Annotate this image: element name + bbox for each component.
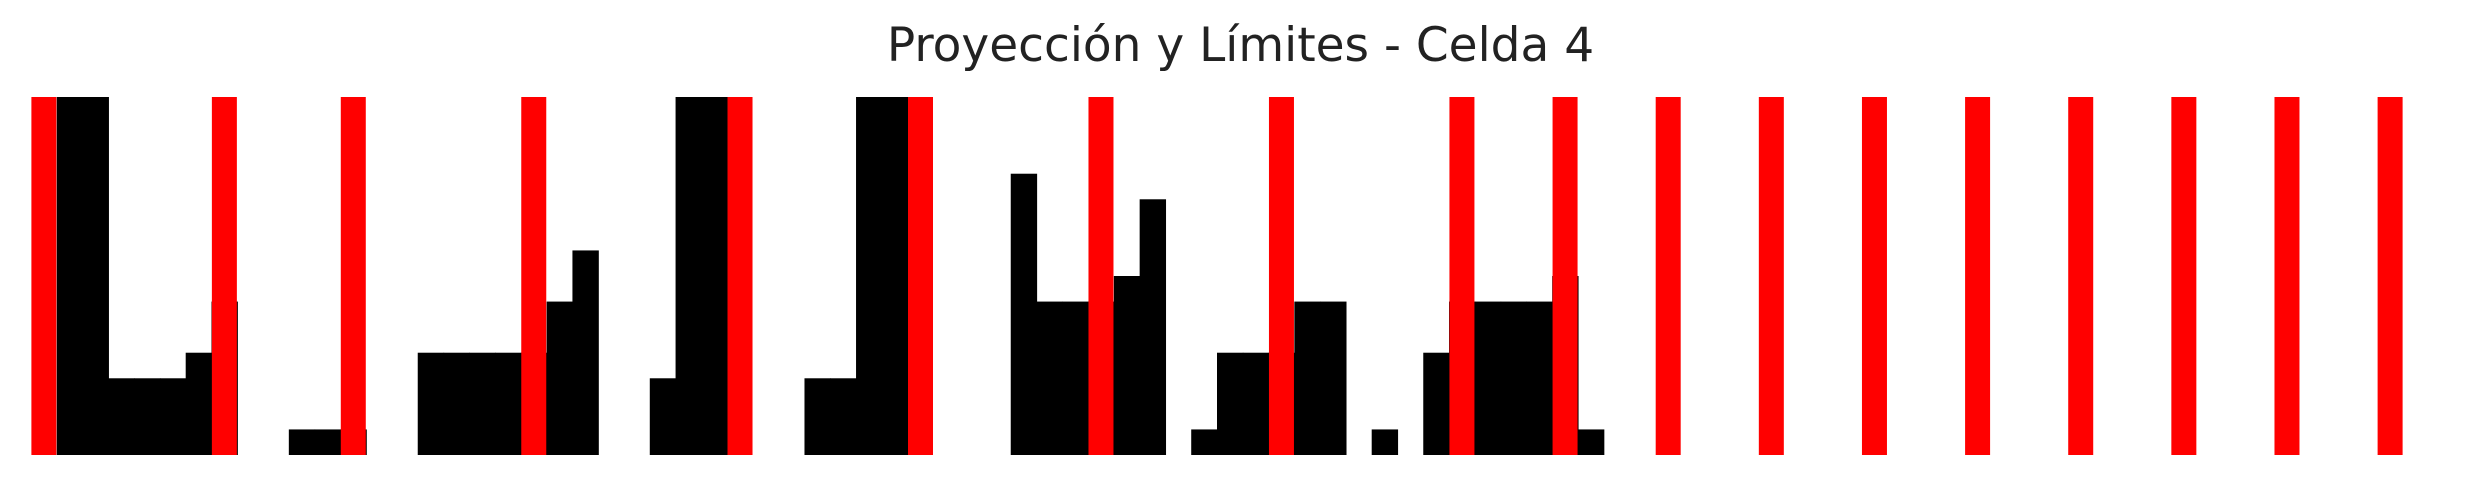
projection-bar bbox=[82, 97, 109, 455]
projection-bar bbox=[288, 429, 316, 455]
limit-line bbox=[2068, 97, 2094, 455]
projection-bar bbox=[108, 378, 135, 455]
projection-bar bbox=[1474, 301, 1502, 455]
limit-line bbox=[31, 97, 57, 455]
projection-bar bbox=[1577, 429, 1605, 455]
limit-line bbox=[521, 97, 547, 455]
limit-line bbox=[1552, 97, 1578, 455]
limit-line bbox=[727, 97, 753, 455]
projection-bar bbox=[1036, 301, 1063, 455]
limit-line bbox=[1758, 97, 1784, 455]
projection-bar bbox=[546, 301, 574, 455]
projection-bar bbox=[830, 378, 857, 455]
limit-line bbox=[1449, 97, 1475, 455]
projection-bar bbox=[1113, 276, 1141, 455]
limit-line bbox=[908, 97, 933, 455]
limit-line bbox=[2377, 97, 2403, 455]
projection-bar bbox=[1423, 352, 1450, 455]
projection-bar bbox=[1294, 301, 1321, 455]
limit-line bbox=[1268, 97, 1294, 455]
limit-line bbox=[1965, 97, 1991, 455]
projection-bar bbox=[495, 352, 522, 455]
projection-bar bbox=[1526, 301, 1553, 455]
limit-line bbox=[340, 97, 366, 455]
limit-line bbox=[1088, 97, 1114, 455]
projection-bar bbox=[1242, 352, 1270, 455]
limit-line bbox=[1861, 97, 1887, 455]
projection-bar bbox=[443, 352, 470, 455]
projection-bar bbox=[469, 352, 496, 455]
projection-bar bbox=[1371, 429, 1399, 455]
projection-bar bbox=[185, 352, 213, 455]
projection-bar bbox=[159, 378, 187, 455]
projection-bar bbox=[856, 97, 883, 455]
projection-bar bbox=[1320, 301, 1347, 455]
projection-bar bbox=[56, 97, 84, 455]
projection-bar bbox=[881, 97, 909, 455]
projection-bar bbox=[675, 97, 702, 455]
projection-bar bbox=[1062, 301, 1089, 455]
limit-line bbox=[2171, 97, 2197, 455]
projection-bar bbox=[1500, 301, 1527, 455]
projection-bar bbox=[572, 250, 599, 455]
projection-bar bbox=[649, 378, 677, 455]
chart-title: Proyección y Límites - Celda 4 bbox=[886, 18, 1595, 73]
limit-line bbox=[211, 97, 237, 455]
projection-bar bbox=[701, 97, 728, 455]
projection-bar bbox=[1010, 173, 1038, 455]
limit-line bbox=[1655, 97, 1681, 455]
projection-bar bbox=[134, 378, 161, 455]
projection-bar bbox=[417, 352, 445, 455]
projection-bar bbox=[314, 429, 341, 455]
projection-bar bbox=[804, 378, 831, 455]
projection-bar bbox=[1217, 352, 1244, 455]
projection-bar bbox=[1139, 199, 1167, 455]
projection-bar bbox=[1191, 429, 1218, 455]
limit-line bbox=[2274, 97, 2300, 455]
